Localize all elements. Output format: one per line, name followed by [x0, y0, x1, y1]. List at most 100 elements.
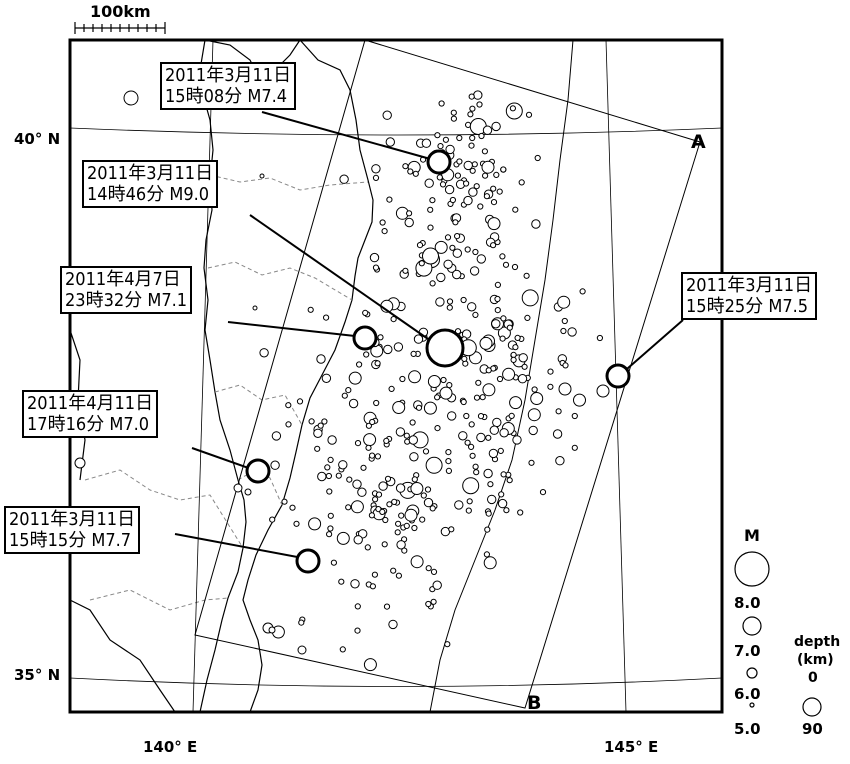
earthquake-marker [492, 417, 502, 428]
lat-label-40n: 40° N [14, 130, 61, 148]
earthquake-marker [437, 143, 444, 150]
earthquake-marker [561, 317, 568, 325]
earthquake-marker [517, 509, 524, 516]
earthquake-marker [454, 500, 464, 510]
earthquake-marker [326, 531, 333, 538]
earthquake-marker [442, 136, 449, 143]
earthquake-marker [293, 520, 300, 527]
earthquake-marker [494, 295, 501, 303]
earthquake-marker [259, 348, 269, 358]
earthquake-marker [484, 526, 491, 533]
earthquake-marker [524, 314, 531, 321]
earthquake-marker [445, 449, 452, 456]
earthquake-marker [464, 439, 471, 446]
legend [734, 551, 822, 717]
earthquake-marker [350, 500, 364, 514]
earthquake-marker [377, 334, 384, 341]
earthquake-marker [476, 432, 486, 443]
earthquake-marker [308, 517, 322, 531]
earthquake-marker [429, 197, 436, 204]
section-point-b: B [527, 692, 542, 714]
earthquake-marker [456, 134, 463, 142]
annotation-date: 2011年4月7日 [65, 269, 181, 290]
earthquake-marker [411, 476, 418, 483]
legend-depth-90: 90 [802, 720, 823, 738]
earthquake-marker [512, 344, 519, 351]
earthquake-marker [502, 367, 516, 381]
earthquake-marker [446, 304, 453, 311]
earthquake-marker [425, 600, 432, 608]
earthquake-marker [530, 392, 544, 405]
earthquake-marker [494, 307, 501, 314]
earthquake-marker [354, 603, 361, 610]
earthquake-marker [485, 367, 492, 374]
coastline-west [69, 599, 176, 713]
quake-m71 [352, 325, 378, 351]
earthquake-marker [485, 510, 492, 517]
earthquake-marker [450, 115, 457, 122]
earthquake-marker [471, 161, 478, 168]
earthquake-marker [436, 174, 443, 181]
earthquake-marker [339, 646, 346, 653]
earthquake-marker [454, 233, 461, 240]
earthquake-marker [432, 580, 442, 590]
earthquake-marker [571, 412, 578, 420]
earthquake-marker [416, 242, 424, 249]
earthquake-marker [463, 412, 470, 420]
earthquake-marker [444, 184, 455, 195]
earthquake-marker [450, 109, 457, 116]
earthquake-marker [393, 342, 404, 352]
annotation-m75: 2011年3月11日 15時25分 M7.5 [681, 272, 818, 320]
earthquake-marker [571, 444, 578, 451]
earthquake-marker [527, 408, 541, 422]
earthquake-marker [482, 172, 489, 179]
earthquake-marker [511, 263, 519, 271]
earthquake-marker [317, 422, 324, 429]
earthquake-marker [487, 494, 497, 505]
earthquake-marker [517, 374, 528, 384]
earthquake-marker [348, 371, 362, 385]
legend-m8 [734, 551, 770, 587]
earthquake-marker [365, 444, 372, 451]
earthquake-marker [403, 522, 410, 530]
earthquake-marker [421, 138, 432, 148]
annotation-date: 2011年3月11日 [165, 65, 292, 86]
earthquake-marker [307, 306, 314, 313]
earthquake-marker [439, 386, 453, 400]
earthquake-marker [402, 267, 409, 274]
coastline [199, 39, 247, 713]
earthquake-marker [408, 435, 418, 445]
earthquake-marker [327, 435, 337, 445]
earthquake-marker [502, 261, 510, 268]
earthquake-marker [321, 373, 332, 383]
earthquake-marker [391, 498, 398, 505]
legend-magnitude-title: M [744, 526, 760, 545]
earthquake-marker [469, 452, 476, 459]
earthquake-marker [475, 379, 482, 386]
prefecture-boundary [207, 261, 353, 301]
earthquake-marker [338, 578, 345, 585]
earthquake-marker [74, 457, 86, 469]
earthquake-marker [341, 392, 348, 399]
earthquake-marker [409, 452, 419, 462]
earthquake-marker [514, 334, 521, 341]
earthquake-marker [503, 507, 510, 514]
earthquake-marker [444, 641, 451, 648]
earthquake-marker [392, 401, 406, 414]
earthquake-marker [477, 203, 484, 210]
earthquake-marker [558, 382, 572, 396]
earthquake-marker [557, 295, 571, 309]
earthquake-marker [487, 217, 501, 231]
earthquake-marker [317, 471, 327, 482]
prefecture-boundary [84, 469, 244, 549]
japan-trench [429, 39, 574, 713]
earthquake-marker [555, 408, 562, 415]
earthquake-marker [411, 524, 418, 532]
earthquake-marker [438, 100, 445, 107]
earthquake-marker [445, 467, 452, 474]
earthquake-marker [406, 210, 413, 217]
earthquake-marker [539, 489, 547, 496]
earthquake-marker [468, 142, 475, 149]
earthquake-marker [372, 264, 380, 271]
earthquake-marker [444, 234, 452, 241]
